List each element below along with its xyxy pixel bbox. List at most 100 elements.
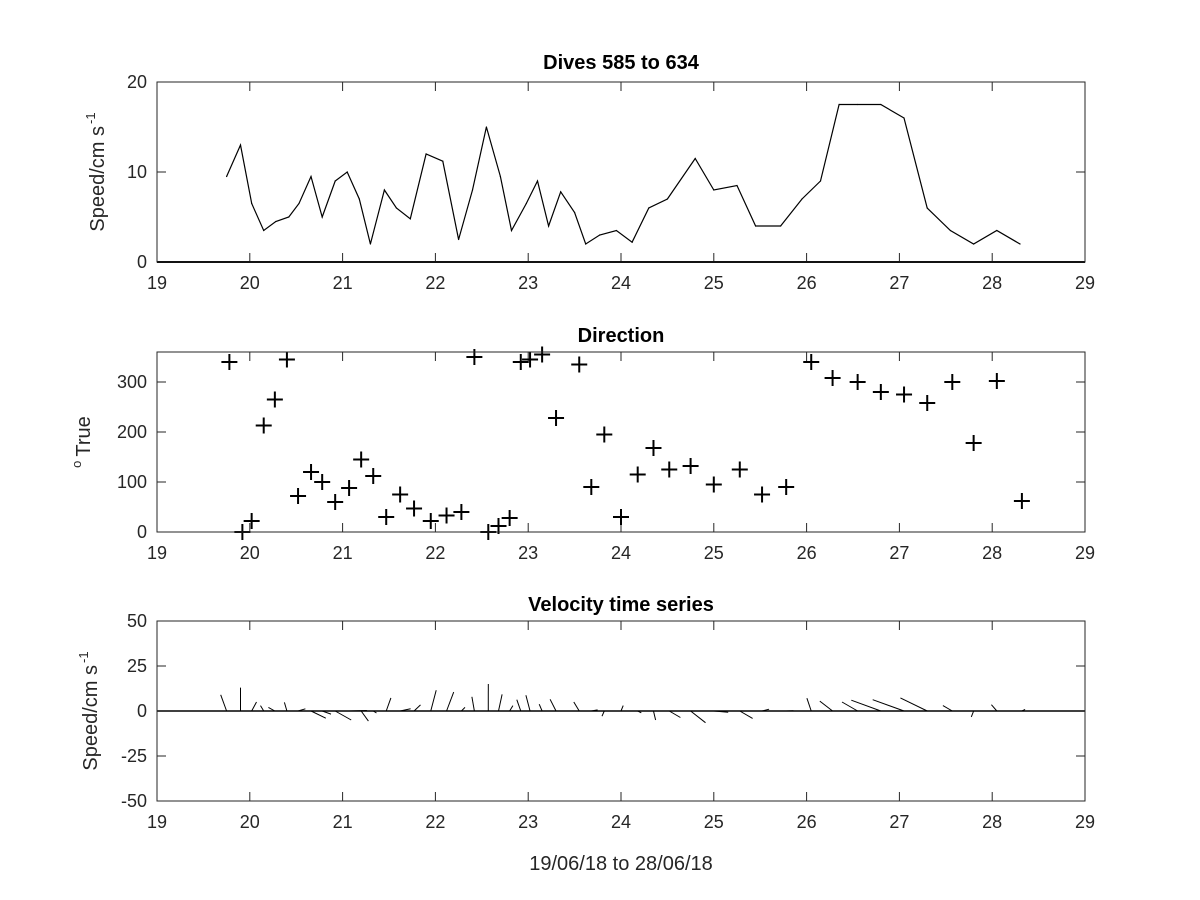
p1-xtick-label: 28: [982, 273, 1002, 293]
speed-point: [310, 175, 312, 178]
p3-xtick-label: 29: [1075, 812, 1095, 832]
svg-text:Speed/cm s-1: Speed/cm s -1: [83, 112, 109, 231]
direction-point: [221, 354, 238, 370]
speed-point: [996, 229, 998, 232]
direction-point: [944, 374, 961, 390]
speed-point: [334, 180, 336, 182]
direction-point: [682, 458, 699, 474]
speed-point: [1019, 243, 1021, 245]
speed-point: [857, 103, 859, 106]
p1-ytick-label: 20: [127, 72, 147, 92]
direction-point: [466, 349, 483, 365]
velocity-stick: [690, 710, 706, 724]
velocity-stick: [591, 709, 598, 712]
velocity-stick: [573, 701, 580, 712]
speed-point: [442, 160, 444, 162]
speed-point: [251, 202, 253, 205]
speed-point: [780, 225, 782, 227]
velocity-stick: [413, 704, 421, 712]
direction-point: [754, 486, 771, 503]
direction-point: [661, 461, 678, 478]
speed-point: [548, 225, 550, 227]
panel1-ylabel: Speed/cm s -1: [83, 112, 109, 231]
speed-point: [525, 202, 527, 205]
speed-point: [536, 180, 539, 182]
speed-point: [819, 180, 822, 182]
velocity-stick: [430, 690, 437, 712]
panel1-ylabel-text: Speed/cm s: [87, 126, 109, 232]
direction-point: [571, 356, 588, 373]
svg-text:oTrue: o True: [69, 416, 95, 468]
direction-point: [803, 354, 820, 370]
speed-point: [499, 175, 501, 178]
speed-point: [926, 207, 928, 209]
p2-ytick-label: 200: [117, 422, 147, 442]
direction-point: [378, 509, 395, 525]
direction-point: [548, 410, 565, 426]
direction-point: [490, 518, 507, 534]
direction-point: [1013, 493, 1030, 509]
speed-point: [615, 229, 617, 232]
panel3-axes: [156, 620, 1086, 802]
speed-point: [298, 202, 300, 205]
direction-point: [255, 417, 272, 434]
svg-text:Speed/cm s-1: Speed/cm s -1: [76, 651, 102, 770]
speed-point: [880, 103, 882, 106]
direction-point: [522, 351, 539, 368]
p1-xtick-label: 23: [518, 273, 538, 293]
velocity-stick: [713, 710, 729, 713]
p3-ytick-label: 50: [127, 611, 147, 631]
direction-point: [534, 346, 551, 363]
direction-point: [512, 354, 529, 370]
velocity-stick: [322, 710, 332, 715]
velocity-stick: [385, 697, 392, 712]
direction-point: [731, 461, 748, 478]
direction-point: [290, 488, 307, 504]
panel2-ylabel-text: True: [73, 416, 95, 456]
velocity-stick: [334, 710, 352, 721]
direction-point: [314, 474, 331, 490]
direction-point: [353, 451, 370, 468]
speed-point: [754, 225, 757, 227]
speed-point: [949, 229, 952, 232]
direction-point: [988, 373, 1005, 389]
direction-point: [896, 386, 913, 403]
velocity-stick: [819, 700, 833, 712]
p2-ytick-label: 0: [137, 522, 147, 542]
direction-point: [266, 391, 283, 408]
direction-point: [872, 384, 889, 400]
p3-ytick-label: -50: [121, 791, 147, 811]
velocity-stick: [509, 705, 514, 712]
velocity-stick: [538, 704, 543, 712]
velocity-stick: [446, 691, 455, 712]
direction-point: [406, 500, 423, 517]
direction-point: [965, 435, 982, 451]
p1-xtick-label: 29: [1075, 273, 1095, 293]
speed-point: [485, 126, 488, 128]
panel3-xlabel: 19/06/18 to 28/06/18: [529, 853, 713, 875]
direction-point: [919, 395, 936, 411]
direction-point: [501, 510, 518, 526]
velocity-stick: [498, 694, 503, 712]
direction-point: [705, 476, 722, 493]
speed-point: [599, 234, 601, 236]
p2-xtick-label: 20: [240, 543, 260, 563]
velocity-stick: [739, 710, 753, 719]
p1-xtick-label: 22: [425, 273, 445, 293]
velocity-stick: [268, 706, 276, 712]
direction-point: [422, 513, 439, 529]
direction-point: [303, 464, 320, 480]
velocity-stick: [516, 699, 522, 712]
p2-xtick-label: 27: [889, 543, 909, 563]
speed-point: [666, 198, 669, 200]
speed-point: [560, 191, 562, 193]
velocity-stick: [549, 699, 557, 712]
p3-xtick-label: 27: [889, 812, 909, 832]
p2-ytick-label: 300: [117, 372, 147, 392]
p2-xtick-label: 22: [425, 543, 445, 563]
speed-point: [801, 198, 803, 200]
panel2-ylabel: o True: [69, 416, 95, 468]
p3-ytick-label: -25: [121, 746, 147, 766]
speed-point: [648, 207, 650, 209]
